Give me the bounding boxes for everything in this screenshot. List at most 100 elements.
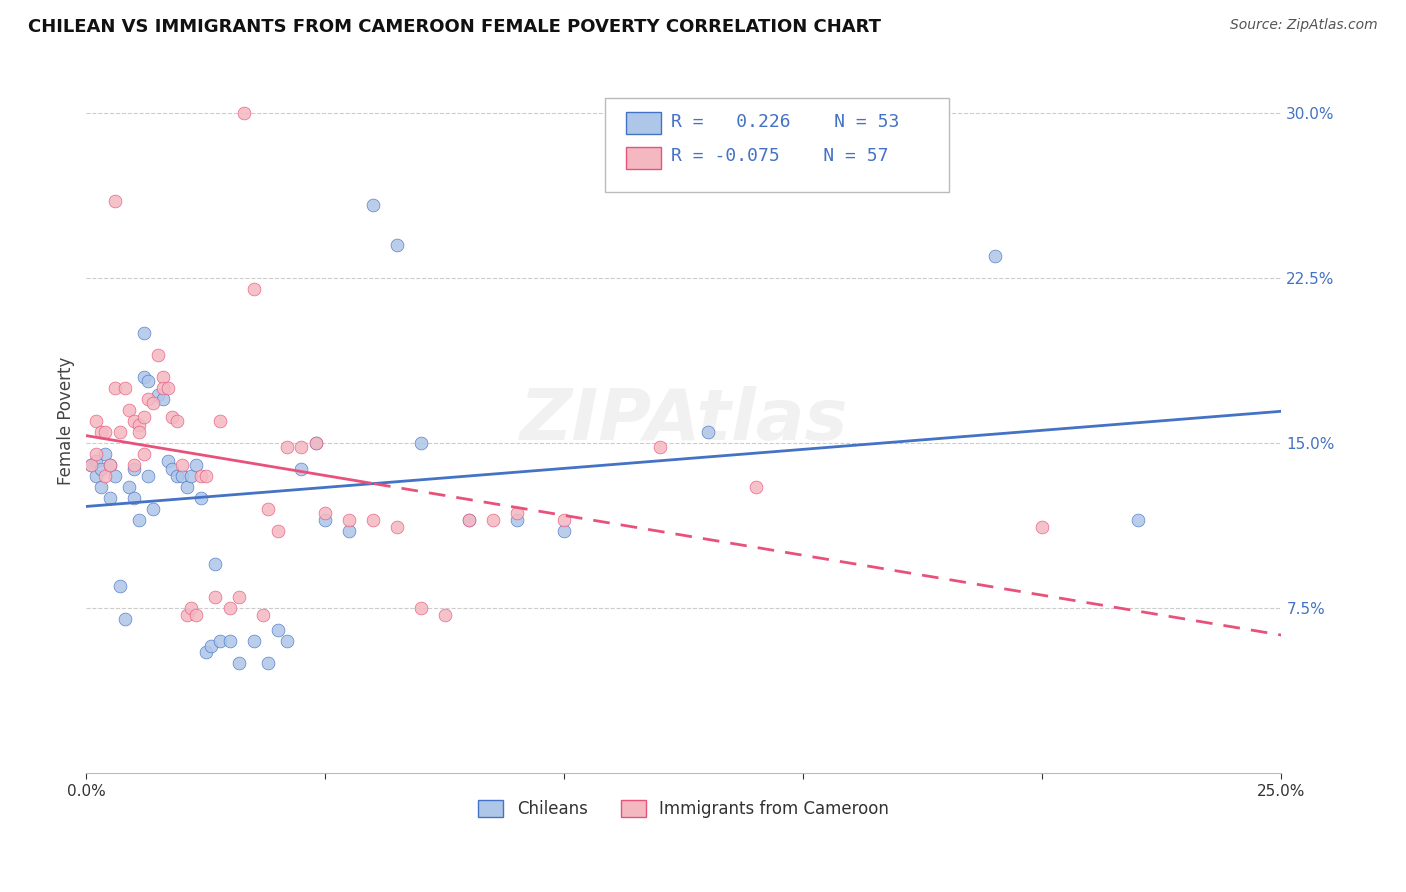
Point	[385, 237, 408, 252]
Point	[118, 403, 141, 417]
Point	[186, 458, 208, 472]
Y-axis label: Female Poverty: Female Poverty	[58, 357, 75, 485]
Point	[108, 579, 131, 593]
Point	[146, 387, 169, 401]
Point	[104, 381, 127, 395]
Point	[209, 634, 232, 648]
Point	[200, 639, 222, 653]
Text: R = -0.075    N = 57: R = -0.075 N = 57	[671, 147, 889, 165]
Point	[744, 480, 766, 494]
Point	[553, 524, 575, 538]
Point	[409, 601, 432, 615]
Point	[104, 469, 127, 483]
Point	[162, 462, 184, 476]
Point	[84, 453, 107, 467]
Legend: Chileans, Immigrants from Cameroon: Chileans, Immigrants from Cameroon	[472, 794, 896, 825]
Point	[305, 436, 328, 450]
Point	[505, 513, 527, 527]
Point	[257, 502, 280, 516]
Point	[209, 414, 232, 428]
Point	[90, 480, 112, 494]
Point	[98, 458, 121, 472]
Point	[190, 469, 212, 483]
Point	[142, 502, 165, 516]
Point	[481, 513, 503, 527]
Point	[176, 607, 198, 622]
Point	[276, 441, 298, 455]
Point	[457, 513, 479, 527]
Point	[314, 513, 336, 527]
Point	[170, 469, 193, 483]
Point	[122, 458, 145, 472]
Point	[218, 601, 240, 615]
Point	[180, 469, 202, 483]
Point	[114, 612, 136, 626]
Point	[84, 469, 107, 483]
Point	[170, 458, 193, 472]
Point	[186, 607, 208, 622]
Point	[80, 458, 103, 472]
Point	[108, 425, 131, 439]
Point	[90, 462, 112, 476]
Text: R =   0.226    N = 53: R = 0.226 N = 53	[671, 113, 898, 131]
Point	[152, 392, 174, 406]
Point	[138, 392, 160, 406]
Point	[94, 469, 117, 483]
Point	[409, 436, 432, 450]
Point	[138, 374, 160, 388]
Point	[194, 469, 217, 483]
Point	[228, 591, 250, 605]
Point	[176, 480, 198, 494]
Point	[152, 370, 174, 384]
Point	[266, 624, 288, 638]
Point	[128, 418, 150, 433]
Point	[553, 513, 575, 527]
Point	[194, 645, 217, 659]
Point	[166, 469, 188, 483]
Point	[385, 519, 408, 533]
Point	[132, 326, 155, 340]
Text: CHILEAN VS IMMIGRANTS FROM CAMEROON FEMALE POVERTY CORRELATION CHART: CHILEAN VS IMMIGRANTS FROM CAMEROON FEMA…	[28, 18, 882, 36]
Point	[98, 458, 121, 472]
Point	[204, 591, 226, 605]
Point	[104, 194, 127, 208]
Point	[266, 524, 288, 538]
Point	[128, 513, 150, 527]
Point	[433, 607, 456, 622]
Point	[242, 634, 264, 648]
Point	[152, 381, 174, 395]
Point	[257, 657, 280, 671]
Point	[180, 601, 202, 615]
Point	[233, 105, 256, 120]
Text: ZIPAtlas: ZIPAtlas	[520, 386, 848, 456]
Point	[305, 436, 328, 450]
Point	[98, 491, 121, 505]
Point	[983, 249, 1005, 263]
Point	[122, 462, 145, 476]
Point	[276, 634, 298, 648]
Point	[314, 507, 336, 521]
Point	[118, 480, 141, 494]
Point	[94, 425, 117, 439]
Point	[156, 381, 179, 395]
Point	[132, 447, 155, 461]
Point	[138, 469, 160, 483]
Point	[242, 282, 264, 296]
Point	[361, 513, 384, 527]
Point	[146, 348, 169, 362]
Point	[166, 414, 188, 428]
Point	[337, 513, 360, 527]
Point	[361, 198, 384, 212]
Point	[80, 458, 103, 472]
Point	[132, 409, 155, 424]
Point	[252, 607, 274, 622]
Point	[290, 462, 312, 476]
Point	[162, 409, 184, 424]
Point	[122, 491, 145, 505]
Point	[228, 657, 250, 671]
Point	[142, 396, 165, 410]
Point	[457, 513, 479, 527]
Point	[114, 381, 136, 395]
Point	[505, 507, 527, 521]
Point	[132, 370, 155, 384]
